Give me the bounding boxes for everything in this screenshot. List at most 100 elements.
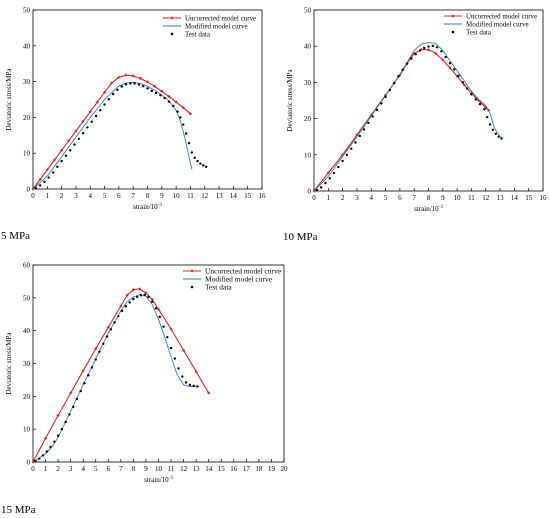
test-data-point — [337, 165, 340, 169]
test-data-point — [204, 165, 208, 169]
y-axis-label: Deviatoric stress/MPa — [286, 69, 294, 132]
test-data-point — [69, 149, 72, 152]
uncorrected-point — [326, 171, 330, 175]
test-data-point — [94, 114, 98, 118]
test-data-point — [128, 301, 131, 304]
test-data-point — [147, 295, 150, 299]
test-data-point — [478, 102, 482, 106]
uncorrected-point — [106, 325, 110, 329]
test-data-point — [73, 143, 76, 146]
test-data-point — [397, 75, 400, 78]
test-data-point — [199, 162, 202, 165]
y-tick-label: 10 — [304, 151, 312, 159]
uncorrected-point — [110, 81, 114, 85]
test-data-point — [410, 57, 413, 60]
test-data-point — [142, 85, 145, 88]
x-tick-label: 14 — [205, 465, 213, 473]
test-data-point — [315, 188, 319, 192]
test-data-point — [488, 123, 492, 126]
test-data-point — [43, 180, 46, 184]
test-data-point — [107, 97, 111, 101]
test-data-point — [154, 307, 158, 310]
x-tick-label: 3 — [74, 192, 78, 200]
legend-swatch-diamond — [451, 14, 455, 18]
y-tick-label: 30 — [23, 360, 31, 368]
test-data-point — [392, 81, 396, 85]
x-tick-label: 9 — [441, 194, 445, 202]
test-data-point — [167, 100, 171, 103]
test-data-point — [77, 137, 81, 141]
test-data-point — [139, 294, 143, 297]
uncorrected-point — [156, 307, 161, 311]
x-tick-label: 13 — [497, 194, 505, 202]
series-line — [313, 42, 502, 192]
test-data-point — [483, 107, 486, 111]
test-data-point — [172, 104, 175, 108]
test-data-point — [188, 383, 192, 387]
uncorrected-point — [182, 348, 186, 352]
uncorrected-curve-line — [313, 48, 489, 192]
x-tick-label: 16 — [230, 465, 238, 473]
x-tick-label: 16 — [540, 194, 548, 202]
test-data-point — [350, 147, 353, 150]
test-data-point — [47, 176, 50, 179]
x-tick-label: 5 — [94, 465, 98, 473]
test-data-point — [196, 385, 199, 388]
uncorrected-point — [69, 391, 73, 395]
x-tick-label: 4 — [81, 465, 85, 473]
uncorrected-point — [60, 148, 64, 152]
test-data-point — [81, 131, 85, 135]
test-data-point — [111, 92, 115, 96]
x-tick-label: 19 — [268, 465, 276, 473]
test-data-point — [135, 295, 139, 299]
test-data-point — [124, 83, 128, 86]
test-data-point — [202, 164, 205, 167]
test-data-point — [196, 159, 199, 163]
test-data-point — [444, 55, 447, 59]
x-tick-label: 0 — [312, 194, 316, 202]
y-tick-label: 50 — [304, 7, 312, 15]
y-tick-label: 20 — [23, 393, 31, 401]
uncorrected-point — [125, 293, 129, 297]
legend-swatch-test-data — [451, 30, 455, 34]
uncorrected-point — [150, 297, 154, 302]
test-data-point — [60, 427, 64, 431]
legend-label: Uncorrected model curve — [466, 12, 537, 20]
legend-label: Modified model curve — [205, 274, 273, 283]
test-data-point — [79, 389, 82, 393]
test-data-point — [75, 397, 79, 401]
test-data-point — [124, 305, 128, 308]
test-data-point — [64, 154, 68, 157]
x-axis-label-exponent: -3 — [439, 205, 444, 210]
uncorrected-point — [67, 139, 71, 143]
legend-label: Test data — [466, 28, 492, 36]
test-data-point — [341, 159, 344, 163]
series-line — [32, 294, 197, 463]
test-data-point — [133, 82, 136, 85]
x-tick-label: 20 — [281, 465, 289, 473]
x-tick-label: 11 — [468, 194, 475, 202]
test-data-point — [179, 116, 182, 119]
y-tick-label: 50 — [23, 7, 31, 15]
x-tick-label: 0 — [31, 192, 35, 200]
test-data-point — [49, 445, 52, 449]
x-tick-label: 3 — [69, 465, 73, 473]
test-data-point — [129, 82, 132, 85]
test-data-point — [103, 103, 106, 106]
test-data-point — [68, 413, 71, 416]
x-tick-label: 2 — [56, 465, 60, 473]
test-data-point — [34, 459, 37, 463]
uncorrected-point — [462, 83, 466, 87]
uncorrected-point — [131, 74, 135, 78]
x-tick-label: 7 — [412, 194, 416, 202]
test-data-point — [470, 93, 473, 96]
chart-0: 0 1 2 3 4 5 6 7 8 9 10 11 12 13 14 15 1601020304050strai… — [5, 7, 266, 212]
test-data-point — [375, 108, 379, 112]
test-data-point — [453, 68, 456, 71]
test-data-point — [109, 328, 113, 331]
y-axis-label: Deviatoric stress/MPa — [5, 68, 13, 131]
uncorrected-point — [117, 75, 121, 79]
plot-frame — [313, 9, 544, 192]
uncorrected-point — [174, 100, 178, 104]
caption-10mpa: 10 MPa — [283, 231, 318, 243]
